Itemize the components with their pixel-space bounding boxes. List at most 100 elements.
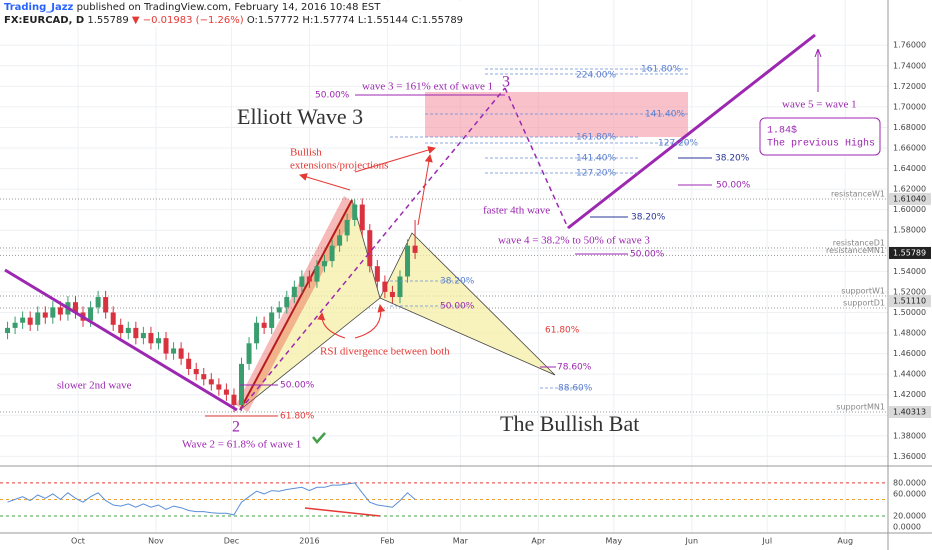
candle-body <box>50 307 56 318</box>
fib-label: 38.20% <box>631 213 666 223</box>
author: Trading_Jazz <box>4 2 74 13</box>
candle-body <box>352 204 358 220</box>
fib-label: 38.20% <box>715 154 750 164</box>
candle-body <box>208 379 214 385</box>
header-line: Trading_Jazz published on TradingView.co… <box>4 1 463 14</box>
x-tick-label: Nov <box>148 537 164 546</box>
candle-body <box>155 338 161 344</box>
y-tick-label: 1.74000 <box>893 61 926 70</box>
fib-label: 61.80% <box>545 326 580 336</box>
header: Trading_Jazz published on TradingView.co… <box>4 1 464 27</box>
annotation: Bullish <box>290 147 322 159</box>
candle-body <box>306 276 312 282</box>
wave-5 <box>567 33 816 230</box>
candle-body <box>344 219 350 236</box>
price-tag-label: 1.61040 <box>893 194 926 203</box>
y-tick-label: 1.60000 <box>893 205 926 214</box>
candle-body <box>5 327 11 334</box>
annotation: The Bullish Bat <box>500 411 639 436</box>
annotation: faster 4th wave <box>483 205 550 217</box>
price-tag <box>889 295 931 308</box>
arrow <box>417 154 433 226</box>
candle-body <box>35 312 41 325</box>
checkmark <box>312 432 326 444</box>
arrow <box>354 146 436 173</box>
candle-body <box>231 394 237 405</box>
candle-body <box>299 276 305 287</box>
divergence-line <box>304 507 381 517</box>
candle-body <box>201 374 207 380</box>
candle-body <box>261 322 267 328</box>
low: L:1.55144 <box>357 15 409 26</box>
candle-body <box>125 327 131 334</box>
open: O:1.57772 <box>246 15 300 26</box>
fib-label: 50.00% <box>315 91 350 101</box>
fib-label: 141.40% <box>645 110 685 120</box>
fib-label: 50.00% <box>280 381 315 391</box>
candle-body <box>374 266 380 282</box>
level-label: supportMN1 <box>836 403 885 412</box>
candle-body <box>329 245 335 262</box>
y-tick-label: 1.66000 <box>893 144 926 153</box>
y-tick-label: 1.70000 <box>893 102 926 111</box>
candle-body <box>238 363 244 405</box>
fib-label: 50.00% <box>630 250 665 260</box>
level-label: supportD1 <box>843 298 885 307</box>
fib-label: 141.40% <box>576 154 616 164</box>
candle-body <box>276 307 282 313</box>
fib-label: 78.60% <box>557 363 592 373</box>
candle-body <box>110 312 116 325</box>
bat-bcd <box>379 232 556 376</box>
fib-label: 50.00% <box>440 302 475 312</box>
candle-body <box>148 333 154 344</box>
price-axis <box>888 0 932 550</box>
candle-body <box>118 324 124 334</box>
rsi-tick-label: 0.0000 <box>893 523 921 532</box>
y-tick-label: 1.48000 <box>893 329 926 338</box>
fib-label: 161.80% <box>641 65 681 75</box>
candle-body <box>27 317 33 325</box>
annotation: wave 4 = 38.2% to 50% of wave 3 <box>498 235 650 247</box>
candle-body <box>140 333 146 339</box>
fib-label: 50.00% <box>716 181 751 191</box>
candle-body <box>42 312 48 318</box>
rsi-tick-label: 60.0000 <box>893 489 926 498</box>
symbol: FX:EURCAD, D <box>4 15 85 26</box>
wave-line <box>239 199 353 411</box>
candle-body <box>95 297 101 308</box>
x-tick-label: Oct <box>71 537 85 546</box>
candle-body <box>216 384 222 390</box>
candle-body <box>72 302 78 313</box>
price-tag <box>889 406 931 419</box>
x-tick-label: Jul <box>761 537 772 546</box>
candle-body <box>337 235 343 246</box>
wave-number: 2 <box>232 419 240 436</box>
fib-label: 61.80% <box>280 412 315 422</box>
fib-lines <box>390 68 690 389</box>
price-tag-label: 1.51110 <box>893 297 926 306</box>
x-tick-label: Apr <box>531 537 546 546</box>
fib-label: 161.80% <box>576 133 616 143</box>
x-tick-label: Dec <box>224 537 239 546</box>
drawings-over <box>4 33 881 517</box>
candle-body <box>193 368 199 375</box>
level-lines <box>205 94 712 417</box>
wave-1 <box>4 268 238 412</box>
annotation: slower 2nd wave <box>57 380 132 392</box>
level-label: supportW1 <box>841 287 885 296</box>
y-tick-label: 1.44000 <box>893 370 926 379</box>
change: ▼ −0.01983 (−1.26%) <box>131 15 244 26</box>
y-tick-label: 1.62000 <box>893 185 926 194</box>
price-tag-label: 1.40313 <box>893 408 926 417</box>
rsi-line <box>7 482 416 516</box>
header-line: FX:EURCAD, D 1.55789 ▼ −0.01983 (−1.26%)… <box>4 14 463 27</box>
arrow <box>317 312 346 339</box>
y-tick-label: 1.72000 <box>893 82 926 91</box>
candle-body <box>12 322 18 328</box>
candle-body <box>178 348 184 359</box>
y-tick-label: 1.38000 <box>893 431 926 440</box>
y-tick-label: 1.42000 <box>893 390 926 399</box>
